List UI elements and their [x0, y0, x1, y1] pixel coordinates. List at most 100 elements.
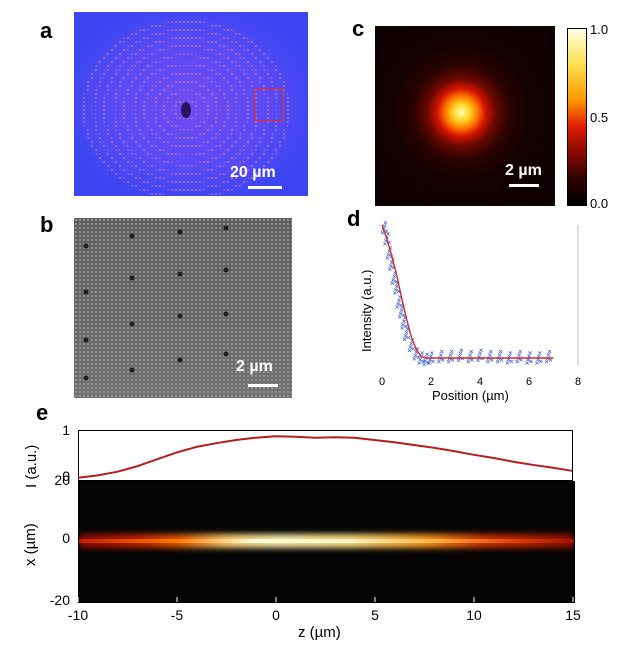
panel-c-scalebar-label: 2 µm [505, 162, 542, 179]
scatter-point [404, 330, 409, 335]
panel-e-bottom-ylabel: x (µm) [22, 523, 39, 566]
scatter-point [430, 351, 434, 355]
colorbar-tick-05: 0.5 [590, 110, 609, 125]
scatter-point [487, 353, 492, 357]
scatter-point [517, 353, 522, 357]
scatter-point [406, 335, 411, 340]
scatter-point [446, 359, 451, 364]
zoom-region-box [254, 88, 284, 122]
scatter-point [395, 305, 400, 309]
panel-e-xtick: -5 [171, 607, 184, 623]
scatter-point [448, 353, 453, 357]
scatter-point [402, 337, 407, 342]
panel-c-colorbar [567, 28, 587, 206]
scatter-point [489, 358, 494, 362]
scatter-point [394, 284, 399, 289]
panel-d-letter: d [347, 206, 361, 231]
scatter-point [411, 346, 416, 351]
panel-d-chart: 0 2 4 6 8 [379, 220, 581, 388]
panel-e-bottom-ytick: 0 [62, 530, 70, 546]
scatter-point [400, 326, 404, 330]
scatter-point [384, 229, 389, 234]
panel-c-letter: c [352, 16, 365, 41]
scatter-point [401, 322, 405, 327]
panel-c-scalebar [509, 184, 539, 187]
scatter-point [385, 256, 390, 260]
panel-e-top-ylabel: I (a.u.) [23, 444, 40, 488]
center-defect [181, 102, 191, 118]
scatter-point [390, 281, 395, 286]
scatter-point [488, 349, 493, 354]
scatter-point [388, 264, 393, 268]
scatter-point [416, 355, 421, 360]
scatter-point [425, 352, 429, 357]
scatter-point [495, 359, 500, 364]
panel-e-xtick: 5 [371, 607, 379, 623]
panel-e-xtick: 15 [565, 607, 581, 623]
beam-core [79, 539, 574, 543]
scatter-point [397, 314, 402, 319]
scatter-point [403, 334, 408, 338]
panel-e-top-ytick: 1 [62, 425, 70, 438]
scatter-point [404, 324, 408, 329]
scatter-point [420, 351, 425, 355]
scatter-point [431, 359, 435, 364]
panel-e-top-ytick: 0 [62, 468, 70, 484]
scatter-point [436, 359, 441, 364]
scatter-point [469, 349, 474, 354]
scatter-point [498, 349, 503, 354]
panel-b-image: 2 µm [74, 218, 292, 398]
scatter-point [519, 358, 524, 362]
panel-a-image: 20 µm [74, 12, 308, 196]
scatter-point [470, 358, 475, 362]
scatter-point [380, 230, 385, 235]
intensity-line [78, 435, 573, 479]
scatter-point [458, 351, 463, 356]
fresnel-rings [82, 20, 290, 196]
panel-e-xtick: -10 [68, 607, 88, 623]
scatter-point [508, 351, 513, 355]
scatter-point [426, 360, 430, 365]
scatter-point [509, 359, 514, 364]
scatter-point [398, 311, 403, 316]
scatter-point [383, 242, 387, 246]
panel-e-heatmap [78, 481, 575, 603]
panel-d-xlabel: Position (µm) [432, 388, 509, 403]
scatter-point [440, 358, 445, 362]
scatter-point [439, 349, 444, 354]
scatter-point [392, 274, 397, 279]
scatter-point [402, 319, 406, 324]
scatter-point [505, 361, 510, 365]
scatter-point [466, 359, 471, 364]
scatter-point [497, 353, 502, 357]
scatter-point [459, 348, 464, 353]
panel-e-xtick: 0 [272, 607, 280, 623]
scatter-point [529, 359, 533, 364]
scatter-point [476, 358, 480, 363]
scatter-point [386, 232, 390, 236]
scatter-point [391, 278, 396, 282]
scatter-point [422, 362, 426, 367]
scatter-point [528, 351, 532, 355]
scatter-point [518, 349, 523, 354]
scatter-point [478, 351, 482, 356]
panel-e-bottom-ytick: 20 [54, 472, 70, 488]
scatter-point [418, 357, 423, 362]
scatter-point [544, 359, 549, 364]
scatter-point [412, 356, 417, 361]
panel-e-xtick: 10 [466, 607, 482, 623]
scatter-point [499, 358, 504, 362]
scatter-point [515, 359, 520, 364]
panel-a-scalebar [248, 186, 282, 189]
scatter-point [393, 287, 398, 292]
panel-d-xtick: 2 [428, 376, 434, 388]
panel-e-bottom-ytick: -20 [50, 592, 70, 608]
scatter-point [449, 349, 454, 354]
scatter-point [383, 220, 388, 225]
panel-b-scalebar-label: 2 µm [236, 358, 273, 375]
scatter-point [407, 348, 412, 353]
scatter-point [546, 353, 551, 357]
scatter-point [408, 345, 413, 349]
scatter-point [409, 341, 414, 346]
